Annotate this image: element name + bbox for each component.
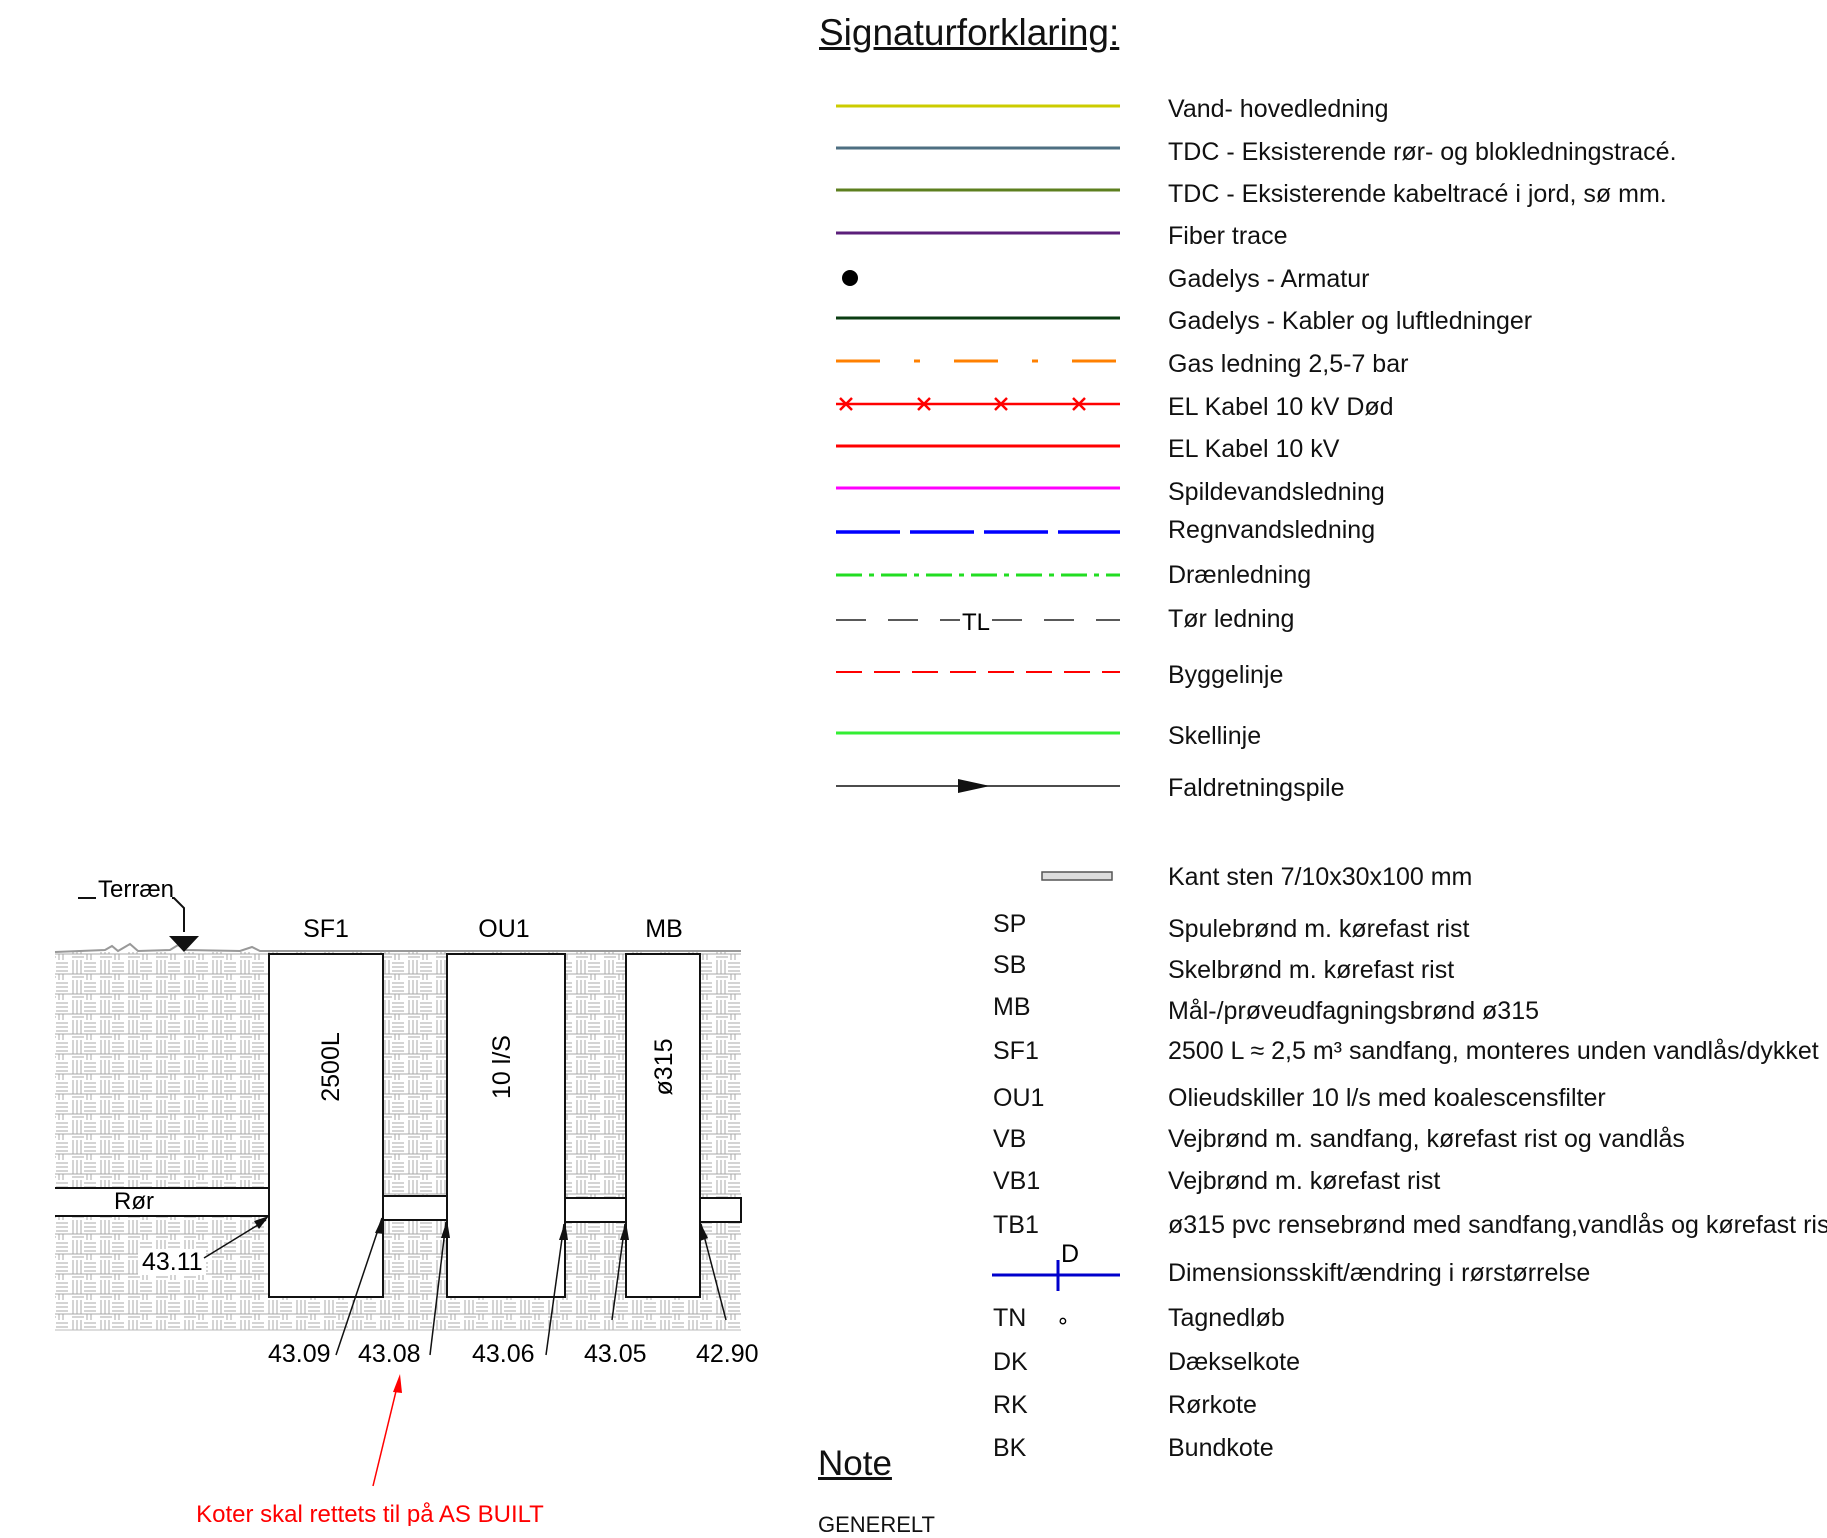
level-leader-1-arrow-icon [375, 1216, 384, 1234]
level-leader-5-arrow-icon [700, 1222, 708, 1241]
el-dod-line-icon [836, 397, 1120, 411]
well-sf1 [268, 953, 384, 1298]
pipe-label-bg [110, 1190, 164, 1214]
legend-label-vb: Vejbrønd m. sandfang, kørefast rist og v… [1168, 1125, 1685, 1153]
legend-code-mb: MB [993, 993, 1031, 1021]
inlet-leader [203, 1219, 267, 1259]
well-ou1-content: 10 l/S [488, 1035, 516, 1099]
legend-code-tn: TN [993, 1304, 1027, 1332]
legend-code-sp: SP [993, 910, 1027, 938]
legend-code-sb: SB [993, 951, 1027, 979]
legend-label-kantsten: Kant sten 7/10x30x100 mm [1168, 863, 1473, 891]
legend-label-bk: Bundkote [1168, 1434, 1274, 1462]
level-leader-2 [429, 1221, 447, 1356]
legend-label-rk: Rørkote [1168, 1391, 1257, 1419]
terrain-label: Terræn [98, 876, 174, 903]
legend-label-tdc-ror: TDC - Eksisterende rør- og blokledningst… [1168, 138, 1677, 166]
tor-mark: TL [962, 609, 990, 636]
legend-label-el-dod: EL Kabel 10 kV Død [1168, 393, 1394, 421]
legend-code-rk: RK [993, 1391, 1028, 1419]
legend-label-bygge: Byggelinje [1168, 661, 1284, 689]
legend-code-vb: VB [993, 1125, 1027, 1153]
legend-label-tor: Tør ledning [1168, 605, 1295, 633]
legend-symbols: TL D ∘ [836, 104, 1120, 1333]
well-mb [625, 953, 701, 1298]
cross-section-drawing: SF1 OU1 MB 2500L 10 l/S ø315 Terræn Rør … [54, 876, 759, 1526]
legend-label-gas: Gas ledning 2,5-7 bar [1168, 350, 1409, 378]
legend-label-tn: Tagnedløb [1168, 1304, 1285, 1332]
terrain-line [54, 942, 741, 953]
well-sf1-content: 2500L [317, 1032, 345, 1102]
legend-title: Signaturforklaring: [819, 12, 1120, 53]
well-ou1 [446, 953, 566, 1298]
legend-label-regnvand: Regnvandsledning [1168, 516, 1376, 544]
level-leader-1 [335, 1217, 383, 1356]
legend-label-el: EL Kabel 10 kV [1168, 435, 1340, 463]
legend-label-fiber: Fiber trace [1168, 222, 1288, 250]
level-leader-4-arrow-icon [620, 1222, 629, 1240]
legend-label-fald: Faldretningspile [1168, 774, 1345, 802]
bottom-level-3: 43.06 [472, 1340, 535, 1368]
bottom-level-1: 43.09 [268, 1340, 331, 1368]
gadelys-armatur-icon [842, 270, 858, 286]
legend-code-ou1: OU1 [993, 1084, 1045, 1112]
level-leader-3-arrow-icon [559, 1222, 568, 1240]
bottom-level-5: 42.90 [696, 1340, 759, 1368]
legend-label-skel: Skellinje [1168, 722, 1262, 750]
legend-label-gadelys-armatur: Gadelys - Armatur [1168, 265, 1370, 293]
well-ou1-name: OU1 [478, 915, 529, 943]
well-sf1-name: SF1 [303, 915, 349, 943]
legend-label-sf1: 2500 L ≈ 2,5 m³ sandfang, monteres unden… [1168, 1037, 1827, 1065]
legend-label-vb1: Vejbrønd m. kørefast rist [1168, 1167, 1441, 1195]
note-title: Note [818, 1444, 892, 1483]
tor-mark-bg [960, 606, 990, 634]
legend-label-gadelys-kabler: Gadelys - Kabler og luftledninger [1168, 307, 1533, 335]
legend-label-tb1: ø315 pvc rensebrønd med sandfang,vandlås… [1168, 1211, 1827, 1239]
tagnedlob-symbol: ∘ [1056, 1308, 1070, 1333]
legend-label-mb: Mål-/prøveudfagningsbrønd ø315 [1168, 997, 1540, 1025]
as-built-leader [372, 1382, 399, 1487]
pipe-stub-ou1-mb [564, 1197, 627, 1223]
bottom-level-4: 43.05 [584, 1340, 647, 1368]
legend-label-tdc-kabel: TDC - Eksisterende kabeltracé i jord, sø… [1168, 180, 1667, 208]
as-built-arrow-icon [393, 1374, 402, 1393]
terrain-arrow-icon [169, 936, 199, 952]
dimension-change-symbol: D [1061, 1240, 1079, 1268]
legend-label-sb: Skelbrønd m. kørefast rist [1168, 956, 1455, 984]
legend-code-sf1: SF1 [993, 1037, 1039, 1065]
level-leader-2-arrow-icon [441, 1220, 450, 1238]
legend-code-vb1: VB1 [993, 1167, 1041, 1195]
inlet-level-bg [138, 1249, 206, 1275]
legend-label-dk: Dækselkote [1168, 1348, 1300, 1376]
inlet-level: 43.11 [142, 1248, 203, 1276]
fald-arrow-icon [958, 779, 990, 793]
legend-code-bk: BK [993, 1434, 1027, 1462]
legend-label-ou1: Olieudskiller 10 l/s med koalescensfilte… [1168, 1084, 1606, 1112]
well-mb-content: ø315 [650, 1039, 678, 1096]
legend-code-dk: DK [993, 1348, 1028, 1376]
legend-label-sp: Spulebrønd m. kørefast rist [1168, 915, 1470, 943]
well-mb-name: MB [645, 915, 683, 943]
terrain-leader [78, 897, 185, 932]
legend-label-spildevand: Spildevandsledning [1168, 478, 1385, 506]
legend-code-tb1: TB1 [993, 1211, 1039, 1239]
pipe-stub-sf1-ou1 [382, 1195, 448, 1221]
level-leader-5 [700, 1223, 727, 1321]
as-built-note: Koter skal rettets til på AS BUILT [196, 1501, 544, 1526]
pipe-stub-mb-out [699, 1197, 742, 1223]
bottom-level-2: 43.08 [358, 1340, 421, 1368]
legend-label-draen: Drænledning [1168, 561, 1312, 589]
note-heading-generelt: GENERELT [818, 1512, 935, 1537]
pipe-label: Rør [114, 1188, 154, 1215]
inlet-leader-arrow-icon [254, 1216, 269, 1229]
level-leader-3 [545, 1223, 565, 1356]
kantsten-icon [1041, 871, 1113, 881]
legend-label-vand: Vand- hovedledning [1168, 95, 1389, 123]
legend-label-dimension-change: Dimensionsskift/ændring i rørstørrelse [1168, 1259, 1591, 1287]
terrain-label-bg [96, 880, 172, 900]
